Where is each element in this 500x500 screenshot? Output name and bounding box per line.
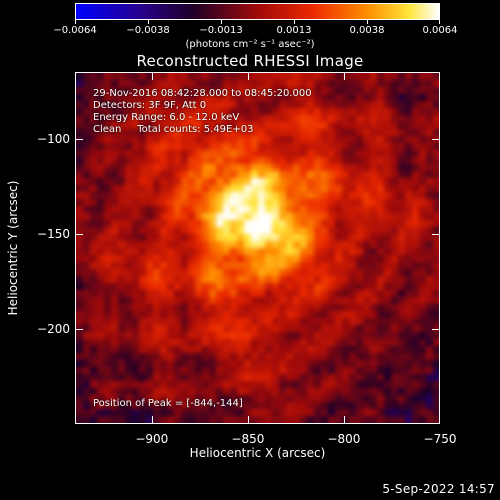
- heatmap-image: [76, 73, 439, 423]
- y-tick-label: −200: [37, 321, 70, 336]
- annotation-detectors: Detectors: 3F 9F, Att 0: [93, 100, 207, 111]
- y-tick-mark: [432, 328, 440, 330]
- colorbar-tick-mark: [75, 20, 76, 24]
- colorbar-tick-label: 0.0038: [349, 25, 385, 36]
- colorbar-tick-mark: [294, 20, 295, 24]
- x-tick-mark: [151, 72, 153, 80]
- x-tick-mark: [247, 72, 249, 80]
- annotation-time-range: 29-Nov-2016 08:42:28.000 to 08:45:20.000: [93, 88, 312, 99]
- colorbar-tick-label: −0.0013: [199, 25, 243, 36]
- y-tick-label: −100: [37, 131, 70, 146]
- x-tick-label: −800: [327, 432, 361, 446]
- y-tick-mark: [432, 138, 440, 140]
- colorbar-tick-label: 0.0013: [276, 25, 312, 36]
- colorbar-tick-label: −0.0064: [53, 25, 97, 36]
- y-tick-label: −150: [37, 226, 70, 241]
- x-tick-mark: [151, 416, 153, 424]
- x-tick-mark: [247, 416, 249, 424]
- colorbar-tick-mark: [221, 20, 222, 24]
- chart-title: Reconstructed RHESSI Image: [136, 52, 364, 70]
- peak-position-label: Position of Peak = [-844,-144]: [93, 398, 243, 409]
- colorbar-tick-mark: [148, 20, 149, 24]
- timestamp: 5-Sep-2022 14:57: [382, 482, 495, 496]
- y-tick-mark: [75, 328, 83, 330]
- x-tick-mark: [439, 416, 440, 424]
- colorbar-tick-mark: [367, 20, 368, 24]
- x-tick-mark: [343, 416, 345, 424]
- colorbar-tick-label: −0.0038: [126, 25, 170, 36]
- y-tick-mark: [432, 233, 440, 235]
- x-tick-mark: [343, 72, 345, 80]
- colorbar-units: (photons cm⁻² s⁻¹ asec⁻²): [185, 39, 315, 50]
- colorbar-tick-mark: [439, 20, 440, 24]
- y-tick-mark: [75, 233, 83, 235]
- colorbar: [75, 3, 440, 20]
- y-axis-label: Heliocentric Y (arcsec): [6, 180, 20, 316]
- x-axis-label: Heliocentric X (arcsec): [189, 446, 326, 460]
- x-tick-mark: [439, 72, 440, 80]
- x-tick-label: −850: [231, 432, 265, 446]
- colorbar-tick-label: 0.0064: [422, 25, 458, 36]
- annotation-clean-counts: Clean Total counts: 5.49E+03: [93, 124, 254, 135]
- annotation-energy-range: Energy Range: 6.0 - 12.0 keV: [93, 112, 240, 123]
- y-tick-mark: [75, 138, 83, 140]
- x-tick-label: −900: [135, 432, 169, 446]
- heatmap-plot: [75, 72, 440, 424]
- x-tick-label: −750: [423, 432, 457, 446]
